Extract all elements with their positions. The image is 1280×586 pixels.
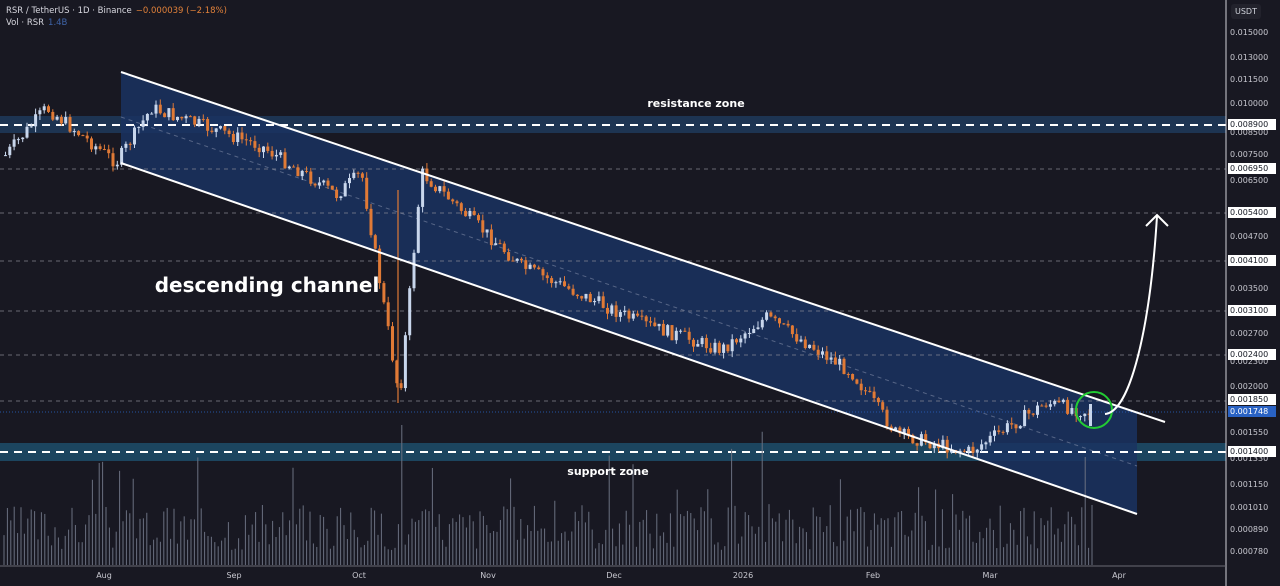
time-tick-label: Oct	[352, 571, 366, 580]
level-price-tag: 0.003100	[1228, 305, 1276, 316]
time-tick-label: Dec	[606, 571, 622, 580]
level-price-tag: 0.001400	[1228, 446, 1276, 457]
price-tick-label: 0.001550	[1230, 428, 1269, 437]
time-tick-label: Mar	[982, 571, 998, 580]
support-zone-band	[0, 443, 1226, 461]
level-price-tag: 0.008900	[1228, 119, 1276, 130]
currency-button[interactable]: USDT	[1231, 4, 1261, 19]
price-tick-label: 0.007500	[1230, 150, 1269, 159]
arrow-head-icon	[1145, 213, 1169, 227]
price-tick-label: 0.003500	[1230, 284, 1269, 293]
candlesticks	[4, 99, 1092, 459]
time-tick-label: Feb	[865, 571, 881, 580]
price-tick-label: 0.013000	[1230, 53, 1269, 62]
projection-arrow	[1104, 215, 1158, 415]
volume-value: 1.4B	[48, 18, 68, 28]
price-tick-label: 0.002000	[1230, 382, 1269, 391]
symbol-title[interactable]: RSR / TetherUS · 1D · Binance	[6, 6, 132, 16]
level-price-tag: 0.006950	[1228, 163, 1276, 174]
volume-label[interactable]: Vol · RSR	[6, 18, 45, 28]
symbol-row: RSR / TetherUS · 1D · Binance −0.000039 (…	[6, 5, 227, 17]
price-tick-label: 0.004700	[1230, 232, 1269, 241]
channel-lower-line[interactable]	[120, 162, 1138, 515]
price-tick-label: 0.002700	[1230, 329, 1269, 338]
price-tick-label: 0.001150	[1230, 480, 1269, 489]
level-price-tag: 0.001850	[1228, 394, 1276, 405]
chart-legend: RSR / TetherUS · 1D · Binance −0.000039 (…	[6, 5, 227, 29]
support-zone-label: support zone	[567, 465, 649, 478]
resistance-zone-band	[0, 116, 1226, 133]
price-change: −0.000039 (−2.18%)	[135, 6, 227, 16]
price-tick-label: 0.000890	[1230, 525, 1269, 534]
level-price-tag: 0.004100	[1228, 255, 1276, 266]
price-tick-label: 0.010000	[1230, 99, 1269, 108]
channel-upper-line[interactable]	[120, 71, 1166, 423]
level-price-tag: 0.005400	[1228, 207, 1276, 218]
price-tick-label: 0.002300	[1230, 357, 1269, 366]
price-tick-label: 0.001330	[1230, 454, 1269, 463]
resistance-zone-label: resistance zone	[647, 97, 745, 110]
volume-bars	[3, 425, 1093, 565]
time-tick-label: Apr	[1112, 571, 1126, 580]
price-tick-label: 0.000780	[1230, 547, 1269, 556]
price-tick-label: 0.015000	[1230, 28, 1269, 37]
current-price-tag: 0.001748	[1228, 406, 1276, 417]
breakout-circle	[1075, 391, 1113, 429]
channel-midline	[120, 116, 1138, 467]
price-tick-label: 0.011500	[1230, 75, 1269, 84]
volume-row: Vol · RSR 1.4B	[6, 17, 227, 29]
price-tick-label: 0.006500	[1230, 176, 1269, 185]
time-tick-label: Sep	[226, 571, 242, 580]
time-tick-label: 2026	[732, 571, 754, 580]
price-tick-label: 0.008500	[1230, 128, 1269, 137]
time-tick-label: Nov	[480, 571, 496, 580]
time-tick-label: Aug	[96, 571, 112, 580]
channel-label: descending channel	[154, 273, 380, 297]
price-tick-label: 0.001010	[1230, 503, 1269, 512]
level-price-tag: 0.002400	[1228, 349, 1276, 360]
